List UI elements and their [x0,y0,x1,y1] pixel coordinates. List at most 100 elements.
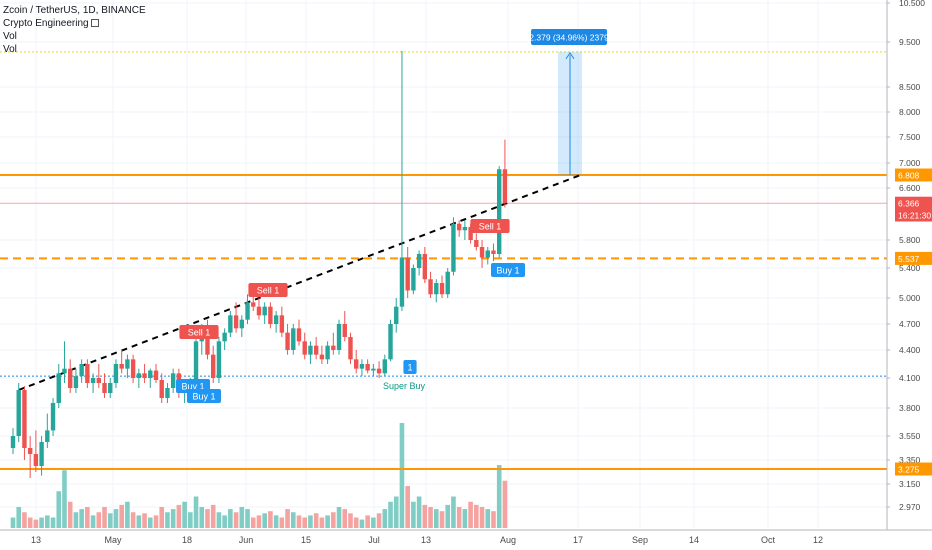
candle-body [462,227,468,231]
price-tick-label: 5.800 [899,235,921,245]
volume-bar [45,515,50,528]
price-label: 6.366 [898,199,920,209]
volume-bar [165,512,170,528]
vol-indicator-1[interactable]: Vol [3,31,17,42]
volume-bar [176,504,182,528]
price-tick-label: 4.400 [899,345,921,355]
time-tick-label: Oct [761,535,776,545]
volume-bar [256,515,262,528]
indicator-name[interactable]: Crypto Engineering [3,17,146,30]
price-tick-label: 3.350 [899,455,921,465]
candle-body [325,345,330,360]
candle-body [142,373,147,378]
candle-body [85,364,90,383]
symbol-title: Zcoin / TetherUS, 1D, BINANCE [3,5,146,16]
candle-body [50,403,56,431]
time-axis[interactable]: 13 May 18 Jun 15 Jul 13 Aug 17 Sep 14 Oct 12 [0,529,932,545]
candle-body [262,306,267,316]
volume-bar [388,501,393,528]
candle-body [16,390,21,436]
volume-bar [325,515,330,528]
volume-bar [22,512,27,528]
sell-signal [179,325,219,339]
candle-body [451,223,456,272]
volume-bar [102,507,107,528]
volume-bar [491,511,496,528]
price-tick-label: 3.800 [899,403,921,413]
volume-bar [62,470,67,528]
price-axis[interactable]: 10.500 9.500 8.500 8.000 7.500 7.000 6.600 5.80… [886,0,932,550]
candle-body [90,378,96,383]
candle-body [439,283,445,295]
time-tick-label: 18 [182,535,192,545]
candle-body [10,436,16,448]
candle-body [205,328,210,355]
price-tick-label: 7.000 [899,158,921,168]
buy-signal [491,263,525,277]
volume-bar [405,486,410,528]
candle-body [388,324,393,360]
volume-bar [136,515,142,528]
volume-bar [342,509,348,528]
price-tick-label: 7.500 [899,132,921,142]
volume-bar [79,509,84,528]
volume-bar [233,512,239,528]
price-tick-label: 9.500 [899,37,921,47]
candle-body [159,380,164,398]
volume-bar [290,512,296,528]
candle-body [73,376,79,388]
price-label-box [895,208,932,222]
time-tick-label: May [104,535,122,545]
volume-bar [199,507,205,528]
time-tick-label: Aug [500,535,516,545]
candle-body [296,328,302,342]
price-label: 5.537 [898,254,920,264]
volume-bar [268,511,273,528]
volume-bar [245,509,250,528]
measure-arrowhead [565,51,575,60]
volume-bar [336,507,342,528]
volume-bar [153,515,159,528]
candle-body [108,383,113,393]
candle-body [359,364,365,369]
chart-legend: Zcoin / TetherUS, 1D, BINANCE Crypto Eng… [3,4,146,56]
volume-bar [319,517,325,528]
price-tick-label: 4.700 [899,319,921,329]
candle-body [445,271,450,295]
price-label: 16:21:30 [898,211,931,221]
trend-line [18,174,580,391]
candle-body [251,302,256,307]
candle-body [497,169,502,254]
volume-bar [331,512,336,528]
volume-bar [433,509,439,528]
volume-bar [382,509,388,528]
candle-body [216,341,222,378]
vol-indicator-2[interactable]: Vol [3,44,17,55]
price-label: 6.808 [898,171,920,181]
candle-body [222,332,227,342]
measure-label-box [531,29,607,45]
time-tick-label: Jun [239,535,254,545]
candle-body [45,430,50,442]
candle-body [434,283,439,295]
volume-bar [313,513,319,528]
volume-bar [193,496,199,528]
candle-body [96,378,101,383]
volume-bar [205,509,210,528]
candle-body [136,373,142,378]
candle-body [382,359,387,374]
candle-body [148,370,153,378]
volume-bar [85,507,90,528]
volume-bar [416,496,422,528]
volume-bar [125,501,130,528]
price-axis-bg [887,0,932,550]
time-tick-label: 17 [573,535,583,545]
volume-bar [16,507,22,528]
volume-bar [496,465,502,528]
candle-body [428,279,433,295]
price-label-box [895,196,932,210]
price-tick-label: 5.400 [899,263,921,273]
candle-body [102,383,107,393]
candle-body [342,324,347,337]
